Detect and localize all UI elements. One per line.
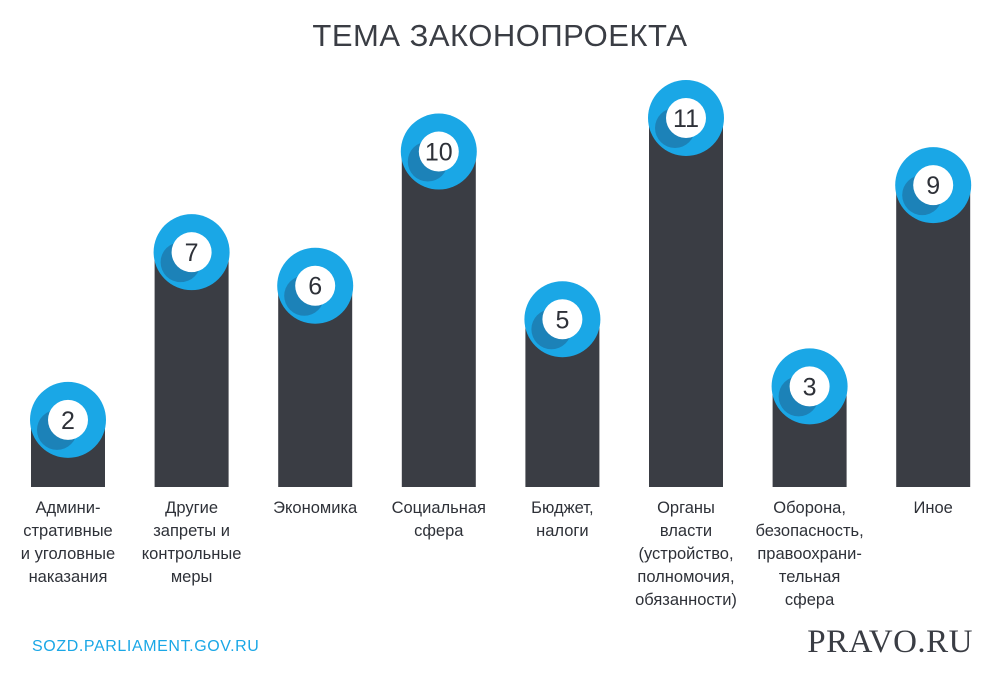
bar: [401, 151, 476, 487]
chart-title: ТЕМА ЗАКОНОПРОЕКТА: [312, 18, 688, 53]
data-label: 2: [61, 407, 75, 435]
value-badge: [542, 299, 583, 340]
category-label: Органы власти (устройство, полномочия, о…: [635, 499, 737, 609]
bar-group: 5: [524, 281, 601, 487]
bar-group: 10: [400, 113, 477, 487]
value-badge: [789, 366, 830, 407]
category-label: Бюджет, налоги: [531, 499, 594, 540]
data-label: 6: [308, 273, 322, 301]
bar-group: 11: [648, 80, 724, 487]
bar: [649, 118, 723, 487]
data-label: 3: [803, 373, 817, 401]
category-label: Другие запреты и контрольные меры: [141, 499, 242, 586]
value-badge: [171, 232, 212, 273]
value-badge: [295, 265, 336, 306]
value-badge: [418, 131, 459, 172]
bar-group: 7: [153, 214, 230, 487]
value-badge: [666, 98, 706, 138]
bar-group: 9: [895, 147, 972, 487]
brand-logo: PRAVO.RU: [807, 624, 973, 660]
category-label: Иное: [913, 499, 953, 517]
bar-group: 6: [277, 247, 354, 487]
data-label: 9: [926, 172, 940, 200]
bar-group: 2: [30, 381, 106, 487]
bar-group: 3: [771, 348, 848, 487]
data-label: 7: [185, 239, 199, 267]
data-label: 5: [555, 306, 569, 334]
category-label: Экономика: [273, 499, 358, 517]
data-label: 11: [673, 105, 699, 133]
category-label: Оборона, безопасность, правоохрани- тель…: [755, 499, 864, 609]
data-label: 10: [425, 139, 453, 167]
value-badge: [913, 165, 954, 206]
category-label: Админи- стративные и уголовные наказания: [20, 499, 116, 586]
bar: [154, 252, 229, 487]
category-label: Социальная сфера: [391, 499, 486, 540]
bar: [896, 185, 971, 487]
source-link[interactable]: SOZD.PARLIAMENT.GOV.RU: [32, 638, 260, 655]
value-badge: [48, 399, 88, 440]
